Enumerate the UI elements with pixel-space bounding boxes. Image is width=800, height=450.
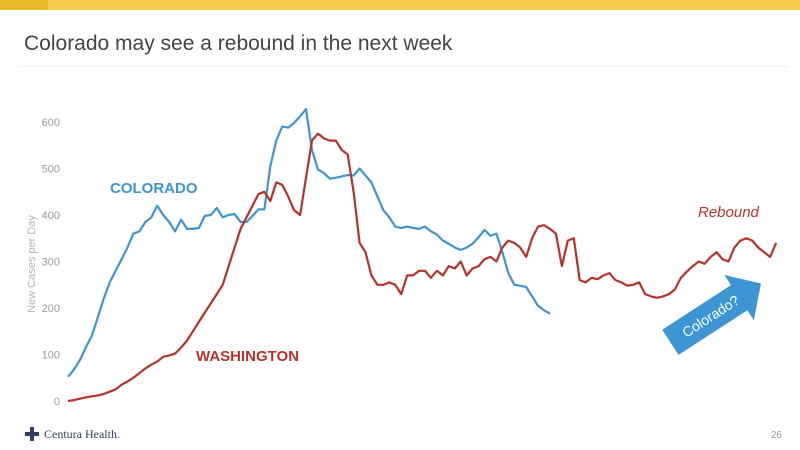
arrow-shape — [662, 275, 761, 355]
top-accent-bar — [0, 0, 800, 10]
centura-health-logo: Centura Health. — [24, 426, 120, 442]
y-tick-label: 0 — [54, 396, 60, 408]
y-tick-labels: 0 100 200 300 400 500 600 — [42, 117, 60, 408]
colorado-series-line — [67, 107, 551, 378]
brand-name: Centura Health. — [44, 426, 120, 441]
cross-icon — [24, 426, 40, 442]
y-tick-label: 400 — [42, 210, 60, 222]
washington-series-label: WASHINGTON — [196, 348, 299, 365]
top-accent-notch — [0, 0, 48, 10]
series-lines — [67, 107, 778, 403]
y-tick-label: 200 — [42, 303, 60, 315]
y-axis: New Cases per Day 0 100 200 300 400 500 600 — [26, 117, 60, 408]
page-number: 26 — [770, 430, 782, 441]
y-tick-label: 600 — [42, 117, 60, 129]
slide-title: Colorado may see a rebound in the next w… — [24, 32, 453, 55]
y-tick-label: 100 — [42, 350, 60, 362]
washington-series-line — [67, 132, 778, 403]
y-axis-label: New Cases per Day — [26, 215, 38, 313]
rebound-annotation: Rebound — [698, 204, 760, 221]
y-tick-label: 500 — [42, 164, 60, 176]
y-tick-label: 300 — [42, 257, 60, 269]
colorado-rebound-arrow: Colorado? — [662, 275, 761, 355]
title-divider — [18, 66, 788, 67]
colorado-series-label: COLORADO — [110, 180, 198, 197]
